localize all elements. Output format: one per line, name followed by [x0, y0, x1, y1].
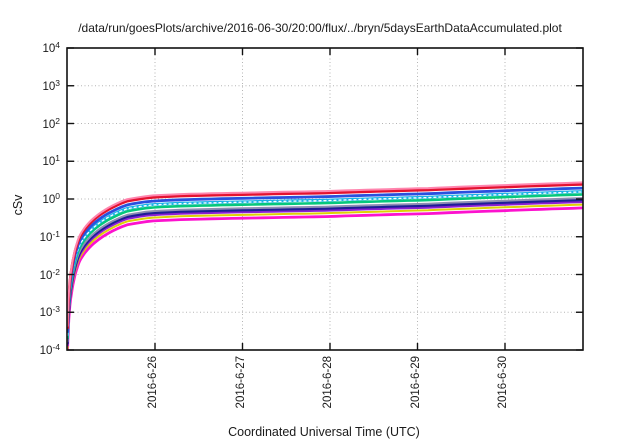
y-tick-label: 10-3 [39, 304, 60, 320]
x-tick-label: 2016-6-27 [234, 356, 247, 409]
curve-pink [67, 181, 583, 327]
x-tick-label: 2016-6-28 [322, 356, 334, 409]
curve-purple [67, 200, 583, 347]
y-tick-label: 101 [42, 153, 60, 169]
curve-magenta [67, 206, 583, 350]
x-tick-label: 2016-6-30 [497, 356, 509, 409]
curve-yellow [67, 203, 583, 350]
plot-title: /data/run/goesPlots/archive/2016-06-30/2… [78, 21, 562, 35]
y-tick-label: 10-2 [39, 266, 60, 282]
y-tick-label: 103 [42, 77, 60, 93]
y-tick-label: 102 [42, 115, 60, 131]
x-tick-label: 2016-6-29 [409, 356, 422, 409]
x-axis-label: Coordinated Universal Time (UTC) [228, 425, 420, 439]
y-tick-label: 10-1 [39, 228, 60, 244]
y-tick-label: 104 [42, 40, 60, 55]
curve-white [67, 191, 583, 337]
y-tick-label: 10-4 [39, 342, 60, 357]
x-tick-label: 2016-6-26 [147, 356, 159, 409]
y-tick-label: 100 [42, 191, 60, 206]
